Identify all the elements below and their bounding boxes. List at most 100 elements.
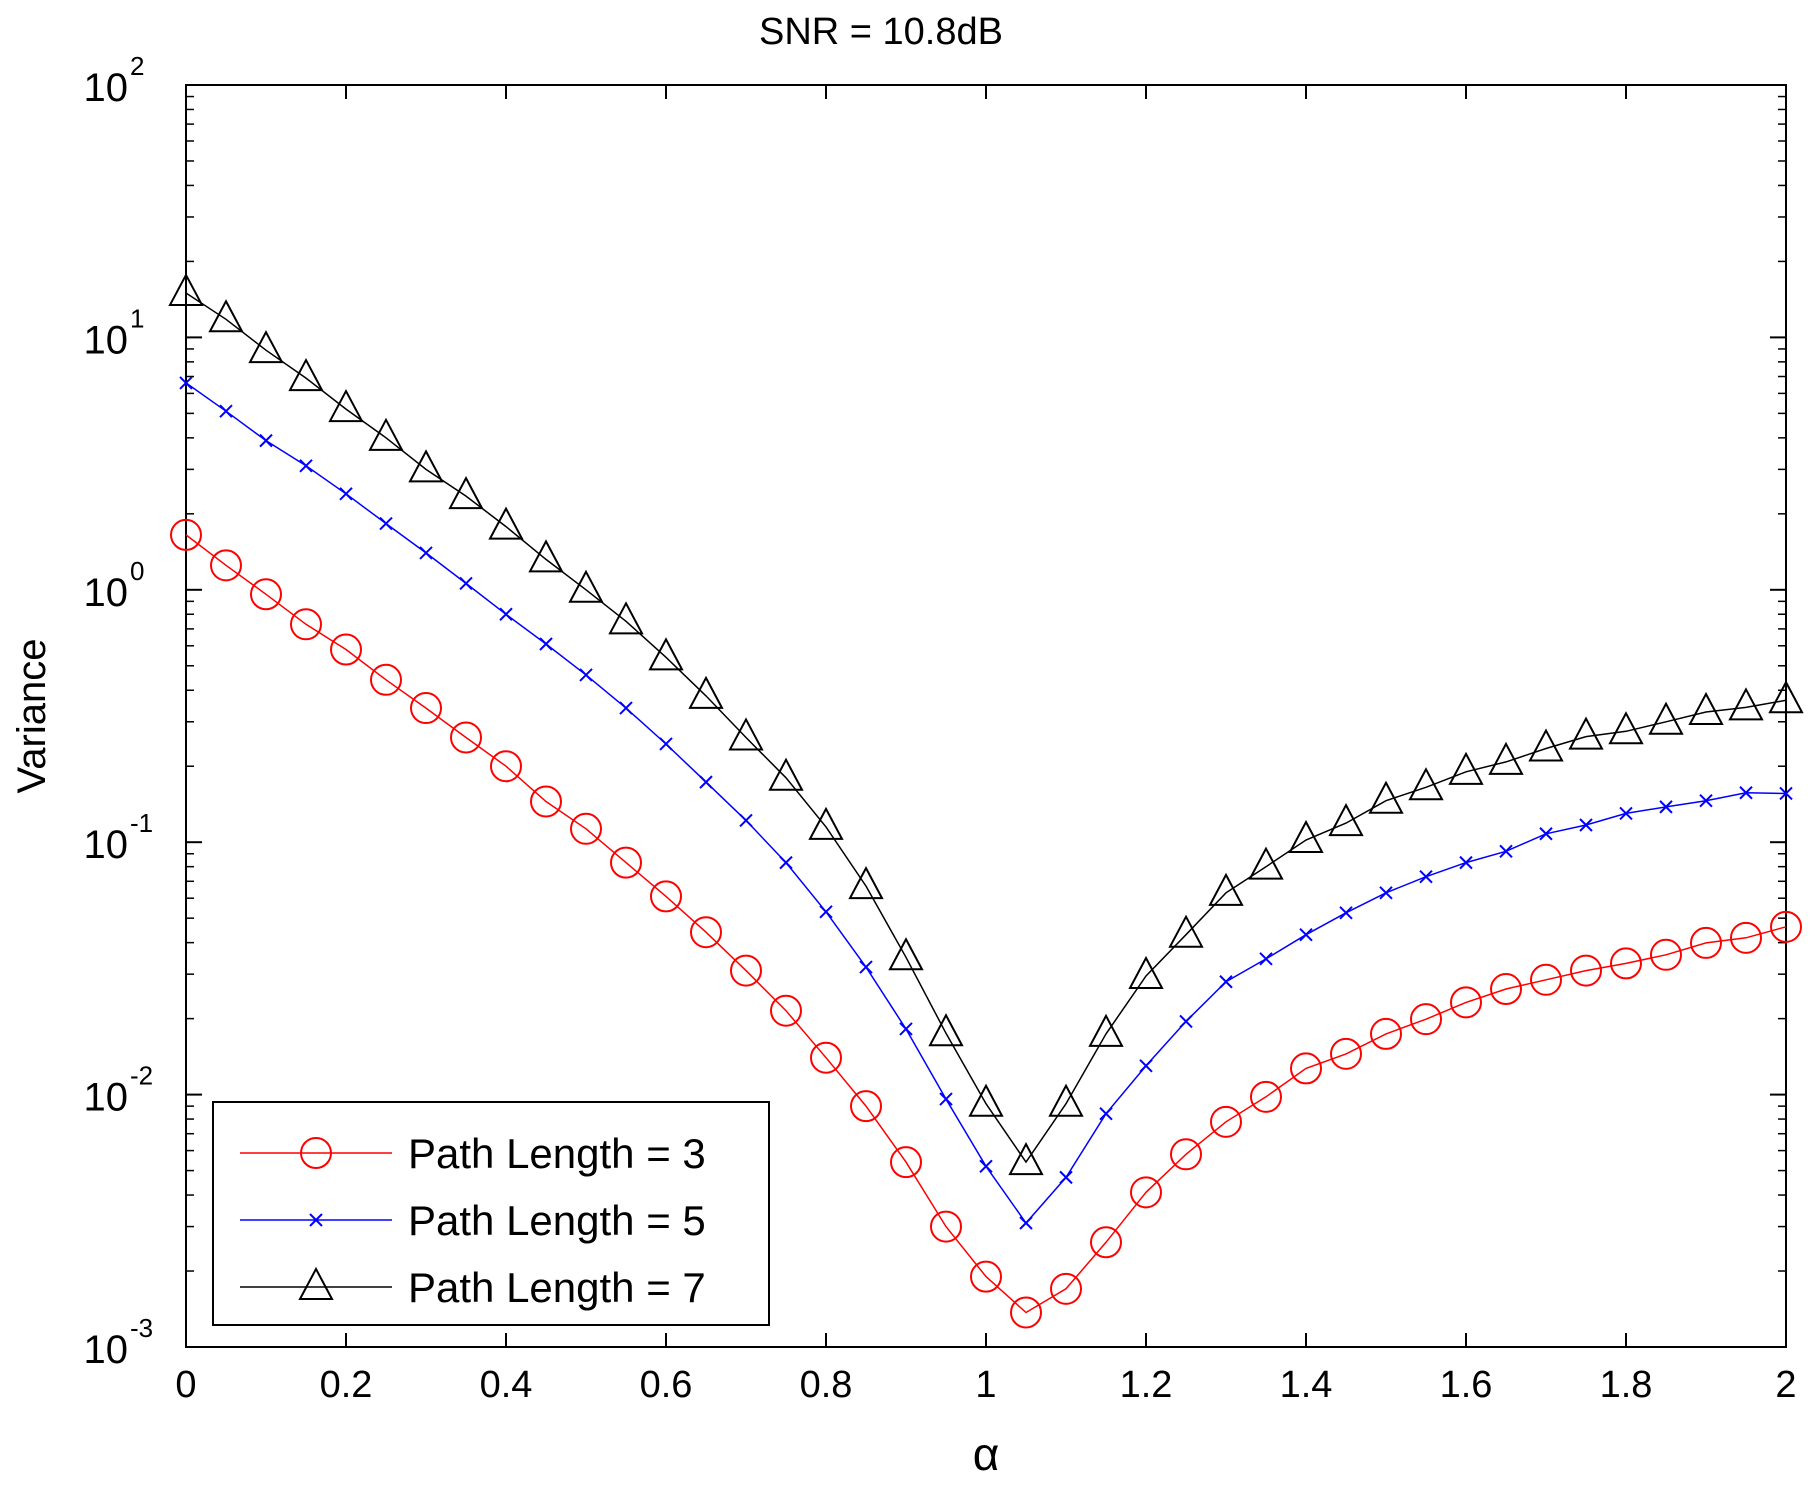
data-point: [730, 954, 762, 987]
data-point: [1099, 1107, 1113, 1121]
data-point: [1330, 1037, 1362, 1070]
data-point: [250, 578, 282, 611]
x-axis-label: α: [973, 1428, 1000, 1480]
data-point: [899, 1022, 913, 1036]
data-point: [650, 880, 682, 913]
data-point: [1019, 1216, 1033, 1230]
y-tick-exponent: 1: [130, 303, 144, 333]
data-point: [1208, 872, 1244, 906]
data-point: [1450, 986, 1482, 1019]
data-point: [168, 272, 204, 306]
data-point: [1768, 680, 1804, 714]
data-point: [290, 608, 322, 641]
data-point: [1528, 728, 1564, 762]
data-point: [699, 775, 713, 789]
data-point: [1259, 952, 1273, 966]
data-point: [528, 539, 564, 573]
legend-item: Path Length = 3: [240, 1130, 706, 1177]
y-tick-label: 10: [84, 318, 129, 362]
data-point: [179, 376, 193, 390]
data-point: [1608, 711, 1644, 745]
data-point: [1688, 691, 1724, 725]
legend-label: Path Length = 5: [408, 1197, 706, 1244]
data-point: [1130, 1176, 1162, 1209]
data-point: [808, 806, 844, 840]
data-point: [779, 855, 793, 870]
data-point: [768, 757, 804, 791]
data-point: [1128, 955, 1164, 990]
data-point: [459, 576, 473, 591]
data-point: [728, 717, 764, 751]
y-tick-label: 10: [84, 1076, 129, 1120]
data-point: [848, 865, 884, 900]
y-tick-label: 10: [84, 1328, 129, 1372]
data-point: [659, 737, 673, 751]
data-point: [219, 404, 233, 418]
y-tick-exponent: -2: [130, 1061, 153, 1091]
data-point: [1048, 1083, 1084, 1117]
data-point: [1419, 869, 1433, 884]
x-tick-label: 0.2: [320, 1364, 373, 1406]
data-point: [1010, 1296, 1042, 1329]
data-point: [328, 388, 364, 423]
data-point: [1488, 741, 1524, 775]
series-layer: [168, 272, 1804, 1329]
data-point: [968, 1083, 1004, 1117]
y-tick-label: 10: [84, 571, 129, 615]
legend-item: Path Length = 5: [240, 1197, 706, 1244]
x-tick-label: 1.4: [1280, 1364, 1333, 1406]
data-point: [1370, 1017, 1402, 1050]
data-point: [979, 1159, 993, 1173]
data-point: [1730, 921, 1762, 954]
series-1: [170, 518, 1802, 1329]
y-tick-exponent: -1: [130, 808, 153, 838]
data-point: [298, 1266, 334, 1300]
data-point: [1219, 975, 1233, 989]
data-point: [850, 1090, 882, 1123]
y-tick-exponent: -3: [130, 1313, 153, 1343]
data-point: [1139, 1059, 1153, 1073]
data-point: [1250, 1080, 1282, 1113]
series-2: [179, 376, 1793, 1230]
data-point: [339, 487, 353, 501]
series-3: [168, 272, 1804, 1176]
data-point: [368, 417, 404, 451]
data-point: [1459, 855, 1473, 870]
data-point: [300, 1137, 332, 1169]
data-point: [608, 601, 644, 635]
data-point: [1568, 716, 1604, 750]
legend: Path Length = 3 Path Length = 5 Path Lengt…: [212, 1101, 770, 1326]
x-tick-label: 0.6: [640, 1364, 693, 1406]
data-point: [299, 459, 313, 473]
data-point: [408, 449, 444, 483]
data-point: [1288, 819, 1324, 854]
data-point: [208, 299, 244, 333]
y-axis-label: Variance: [10, 639, 54, 794]
series-line: [185, 292, 1787, 1164]
data-point: [619, 701, 633, 715]
x-tick-label: 0: [175, 1364, 196, 1406]
y-tick-label: 10: [84, 823, 129, 867]
data-point: [499, 607, 513, 621]
data-point: [690, 916, 722, 949]
data-point: [739, 813, 753, 828]
legend-label: Path Length = 3: [408, 1130, 706, 1177]
x-tick-label: 1.8: [1600, 1364, 1653, 1406]
data-point: [488, 506, 524, 540]
legend-item: Path Length = 7: [240, 1264, 706, 1311]
data-point: [1648, 701, 1684, 735]
axis-ticks: 0 0.2 0.4 0.6 0.8 1 1.2 1.4 1.6 1.8 210 -310 -210 -11…: [84, 51, 1797, 1406]
data-point: [330, 633, 362, 666]
data-point: [248, 330, 284, 364]
data-point: [890, 1146, 922, 1179]
data-point: [819, 905, 833, 919]
data-point: [859, 960, 873, 974]
data-point: [1248, 846, 1284, 880]
data-point: [1210, 1105, 1242, 1138]
data-point: [1490, 973, 1522, 1006]
x-tick-label: 0.4: [480, 1364, 533, 1406]
data-point: [579, 668, 593, 682]
data-point: [1090, 1226, 1122, 1259]
data-point: [530, 785, 562, 818]
